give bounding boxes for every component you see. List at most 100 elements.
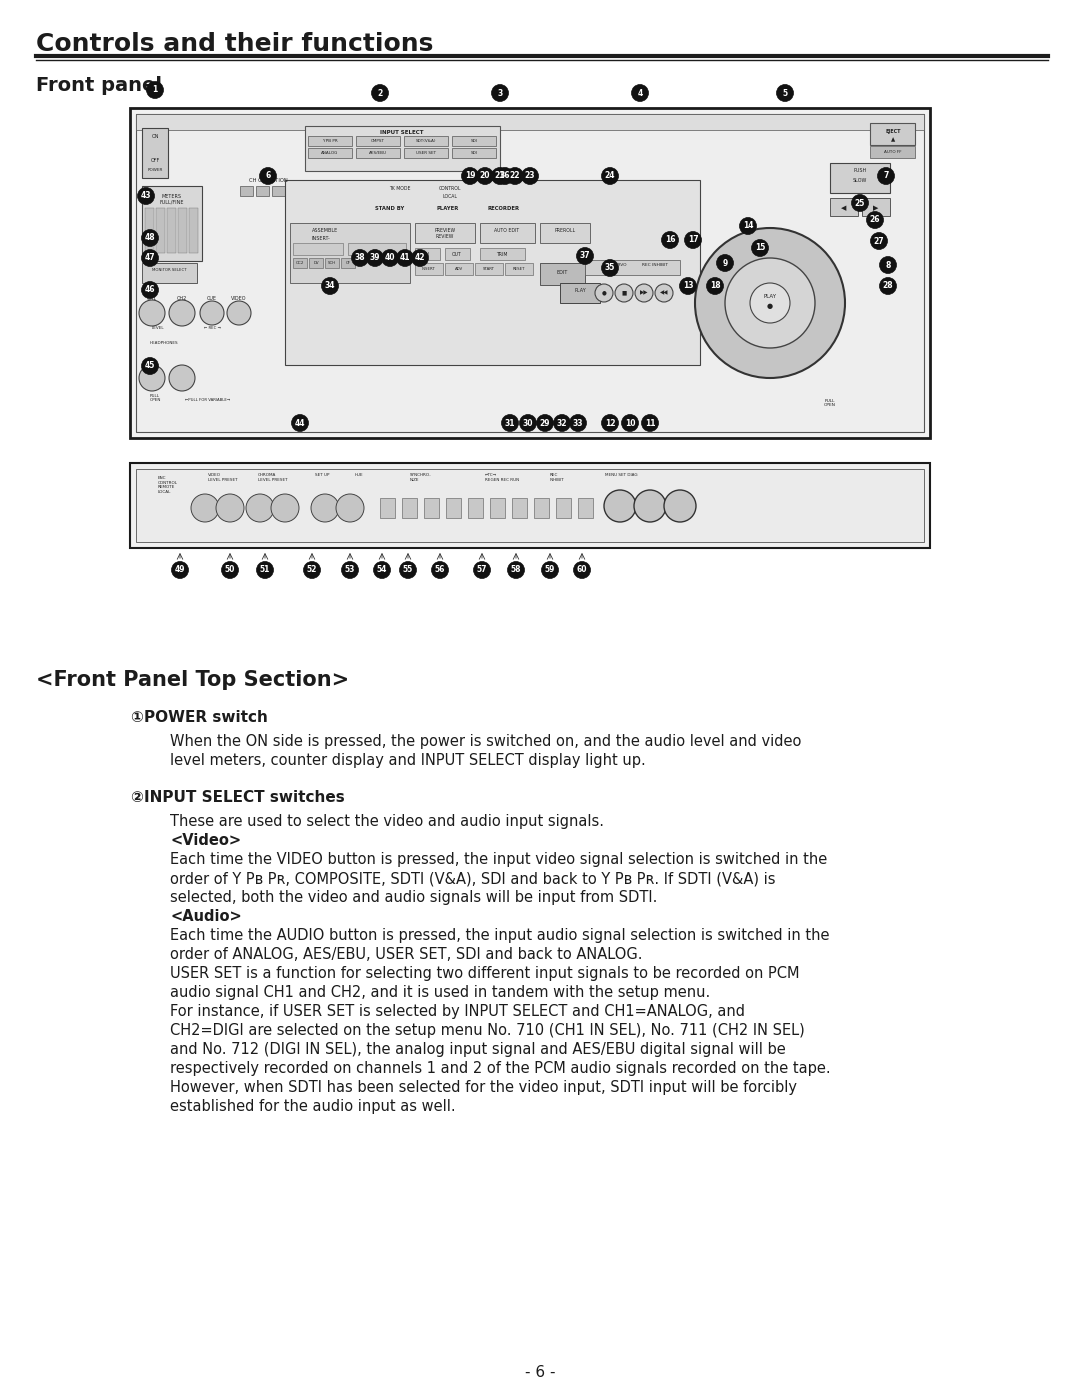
- Text: IN: IN: [424, 251, 430, 257]
- Text: ← REC →: ← REC →: [203, 326, 220, 330]
- Bar: [475, 263, 503, 275]
- Bar: [404, 148, 448, 158]
- Bar: [831, 163, 890, 193]
- Bar: [305, 126, 500, 170]
- Text: 33: 33: [572, 419, 583, 427]
- Circle shape: [303, 562, 321, 578]
- Text: VIDEO: VIDEO: [231, 296, 246, 300]
- Text: HEADPHONES: HEADPHONES: [150, 341, 178, 345]
- Text: 11: 11: [645, 419, 656, 427]
- Text: 21: 21: [495, 172, 505, 180]
- Bar: [145, 208, 154, 253]
- Text: However, when SDTI has been selected for the video input, SDTI input will be for: However, when SDTI has been selected for…: [170, 1080, 797, 1095]
- Bar: [308, 148, 352, 158]
- Text: PREROLL: PREROLL: [554, 228, 576, 232]
- Bar: [356, 136, 400, 147]
- Text: SERVO: SERVO: [612, 263, 627, 267]
- Text: PUSH: PUSH: [853, 169, 866, 173]
- Circle shape: [573, 562, 591, 578]
- Text: ANALOG: ANALOG: [322, 151, 339, 155]
- Text: ASSEMBLE: ASSEMBLE: [312, 228, 338, 232]
- Bar: [136, 115, 924, 130]
- Text: ▶: ▶: [874, 205, 879, 211]
- Text: 8: 8: [886, 260, 891, 270]
- Circle shape: [411, 250, 429, 267]
- Circle shape: [351, 250, 368, 267]
- Text: 28: 28: [882, 282, 893, 291]
- Circle shape: [634, 490, 666, 522]
- Circle shape: [877, 168, 894, 184]
- Text: Each time the AUDIO button is pressed, the input audio signal selection is switc: Each time the AUDIO button is pressed, t…: [170, 928, 829, 943]
- Text: LOCAL: LOCAL: [443, 194, 458, 198]
- Text: 42: 42: [415, 253, 426, 263]
- Text: SYNCHRO-
NIZE: SYNCHRO- NIZE: [410, 474, 432, 482]
- Text: 10: 10: [624, 419, 635, 427]
- Circle shape: [322, 278, 338, 295]
- Text: EJECT: EJECT: [886, 129, 901, 134]
- Circle shape: [706, 278, 724, 295]
- Bar: [453, 148, 496, 158]
- Text: AUTO FF: AUTO FF: [885, 149, 902, 154]
- Bar: [348, 243, 406, 256]
- Circle shape: [604, 490, 636, 522]
- Circle shape: [147, 81, 163, 99]
- Circle shape: [432, 562, 448, 578]
- Circle shape: [870, 232, 888, 250]
- Text: AES/EBU: AES/EBU: [369, 151, 387, 155]
- Text: order of ANALOG, AES/EBU, USER SET, SDI and back to ANALOG.: order of ANALOG, AES/EBU, USER SET, SDI …: [170, 947, 643, 963]
- Circle shape: [696, 228, 845, 379]
- Circle shape: [139, 365, 165, 391]
- Bar: [453, 136, 496, 147]
- Text: PULL
OPEN: PULL OPEN: [824, 398, 836, 408]
- Circle shape: [141, 282, 159, 299]
- Text: PLAY: PLAY: [764, 293, 777, 299]
- Bar: [424, 497, 438, 518]
- Circle shape: [752, 239, 769, 257]
- Text: 12: 12: [605, 419, 616, 427]
- Text: CUE: CUE: [207, 296, 217, 300]
- Text: OC2: OC2: [296, 261, 305, 265]
- Bar: [293, 258, 307, 268]
- Circle shape: [685, 232, 702, 249]
- Circle shape: [654, 284, 673, 302]
- Circle shape: [381, 250, 399, 267]
- Text: CH2: CH2: [177, 296, 187, 300]
- Text: 47: 47: [145, 253, 156, 263]
- Text: 58: 58: [511, 566, 522, 574]
- Text: OUT: OUT: [453, 251, 462, 257]
- Bar: [490, 497, 505, 518]
- Text: 52: 52: [307, 566, 318, 574]
- Circle shape: [200, 300, 224, 326]
- Text: level meters, counter display and INPUT SELECT display light up.: level meters, counter display and INPUT …: [170, 753, 646, 768]
- Text: 24: 24: [605, 172, 616, 180]
- Circle shape: [137, 187, 154, 204]
- Text: INPUT SELECT switches: INPUT SELECT switches: [144, 789, 345, 805]
- Text: 34: 34: [325, 282, 335, 291]
- Text: - 6 -: - 6 -: [525, 1365, 555, 1380]
- Bar: [293, 243, 343, 256]
- Text: Front panel: Front panel: [36, 75, 162, 95]
- Circle shape: [461, 168, 478, 184]
- Text: CH CONDITION: CH CONDITION: [248, 177, 287, 183]
- Text: ENC
CONTROL
REMOTE
LOCAL: ENC CONTROL REMOTE LOCAL: [158, 476, 178, 493]
- Circle shape: [602, 260, 619, 277]
- Text: 55: 55: [403, 566, 414, 574]
- Text: ②: ②: [130, 789, 143, 805]
- Circle shape: [396, 250, 414, 267]
- Text: REC
INHIBIT: REC INHIBIT: [550, 474, 565, 482]
- Text: 26: 26: [869, 215, 880, 225]
- Text: 1: 1: [152, 85, 158, 95]
- Text: 3: 3: [498, 88, 502, 98]
- Bar: [380, 497, 395, 518]
- Text: 36: 36: [500, 172, 510, 180]
- Circle shape: [141, 229, 159, 246]
- Circle shape: [642, 415, 659, 432]
- Circle shape: [292, 415, 309, 432]
- Circle shape: [141, 250, 159, 267]
- Text: 49: 49: [175, 566, 186, 574]
- Text: 7: 7: [883, 172, 889, 180]
- Circle shape: [507, 168, 524, 184]
- Bar: [870, 147, 915, 158]
- Text: established for the audio input as well.: established for the audio input as well.: [170, 1099, 456, 1113]
- Bar: [512, 497, 527, 518]
